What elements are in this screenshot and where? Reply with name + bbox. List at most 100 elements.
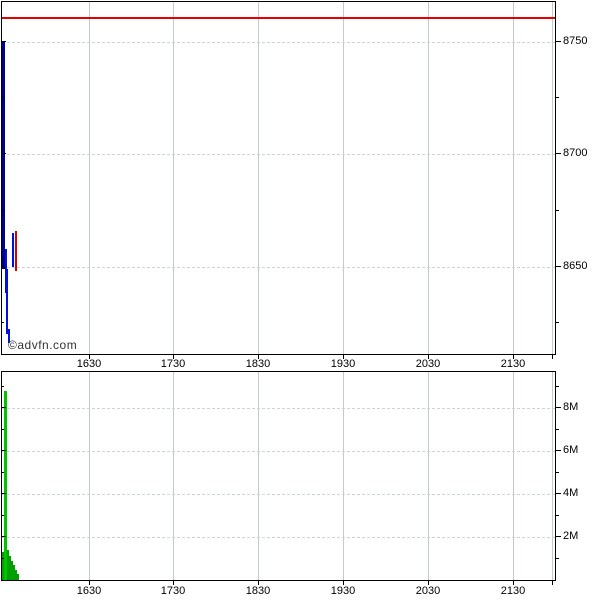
volume-y-tick-label: 4M [563,487,579,500]
volume-y-minor-tick-left [2,471,4,473]
volume-y-minor-tick [556,514,559,516]
volume-x-tick-label: 1630 [76,585,102,597]
volume-y-major-tick [556,407,561,409]
price-y-left-tick [2,153,6,155]
v-gridline [258,2,259,354]
volume-x-tick-label: 1930 [330,585,356,597]
volume-y-major-tick [556,493,561,495]
volume-y-tick-label: 8M [563,401,579,414]
volume-bar [7,549,9,580]
v-gridline [428,2,429,354]
v-gridline [552,2,553,354]
price-bar [4,248,7,294]
volume-y-tick-label: 6M [563,444,579,457]
x-axis-tick [552,581,553,585]
price-y-minor-tick [556,321,559,323]
price-x-tick-label: 1730 [160,358,186,370]
volume-y-minor-tick [556,386,559,387]
volume-y-minor-tick-left [2,557,4,559]
volume-y-left-tick [2,407,6,409]
v-gridline [258,372,259,580]
volume-chart-plot [1,371,556,581]
price-y-left-tick [2,41,6,43]
volume-bar [13,564,15,580]
volume-bar [4,391,7,580]
volume-y-minor-tick-left [2,428,4,430]
v-gridline [173,372,174,580]
volume-x-tick-label: 1830 [245,585,271,597]
h-gridline [2,266,555,268]
reference-line-red [2,16,555,19]
price-bar [2,42,5,269]
volume-y-minor-tick [556,557,559,559]
price-y-minor-tick-left [2,97,4,99]
h-gridline [2,408,555,410]
x-axis-tick [428,581,429,585]
h-gridline [2,494,555,496]
price-x-tick-label: 1630 [76,358,102,370]
x-axis-tick [89,581,90,585]
v-gridline [173,2,174,354]
price-y-minor-tick [556,97,559,99]
x-axis-tick [89,355,90,359]
x-axis-tick [428,355,429,359]
x-axis-tick [343,581,344,585]
price-y-minor-tick-left [2,321,4,323]
x-axis-tick [513,355,514,359]
volume-x-tick-label: 2030 [415,585,441,597]
price-y-tick-label: 8650 [563,259,588,272]
x-axis-tick [552,355,553,359]
x-axis-tick [173,581,174,585]
x-axis-tick [258,355,259,359]
price-y-tick-label: 8750 [563,35,588,48]
v-gridline [428,372,429,580]
v-gridline [513,372,514,580]
price-x-tick-label: 2130 [500,358,526,370]
price-x-tick-label: 1930 [330,358,356,370]
h-gridline [2,154,555,156]
price-bar [12,232,14,267]
price-chart-plot: ©advfn.com [1,1,556,355]
volume-y-major-tick [556,450,561,452]
volume-y-tick-label: 2M [563,530,579,543]
v-gridline [343,2,344,354]
volume-bar [11,560,13,580]
price-y-minor-tick [556,209,559,211]
volume-bar [9,556,11,580]
watermark: ©advfn.com [8,338,78,352]
volume-y-left-tick [2,450,6,452]
volume-y-left-tick [2,493,6,495]
volume-y-left-tick [2,536,6,538]
volume-y-minor-tick [556,428,559,430]
h-gridline [2,42,555,44]
volume-bar [15,570,17,580]
price-y-major-tick [556,41,561,43]
price-y-tick-label: 8700 [563,147,588,160]
x-axis-tick [258,581,259,585]
price-bar [14,230,17,272]
v-gridline [343,372,344,580]
price-y-major-tick [556,265,561,267]
price-y-left-tick [2,265,6,267]
volume-bar [17,573,19,580]
price-bar [6,268,8,334]
volume-y-minor-tick [556,471,559,473]
volume-bar [2,552,4,580]
h-gridline [2,537,555,539]
volume-x-tick-label: 1730 [160,585,186,597]
price-bar [7,329,10,343]
v-gridline [513,2,514,354]
x-axis-tick [513,581,514,585]
h-gridline [2,451,555,453]
volume-y-minor-tick-left [2,386,4,387]
volume-y-minor-tick-left [2,514,4,516]
volume-x-tick-label: 2130 [500,585,526,597]
price-x-tick-label: 2030 [415,358,441,370]
x-axis-tick [173,355,174,359]
v-gridline [552,372,553,580]
price-x-tick-label: 1830 [245,358,271,370]
volume-y-major-tick [556,536,561,538]
price-y-major-tick [556,153,561,155]
v-gridline [89,2,90,354]
